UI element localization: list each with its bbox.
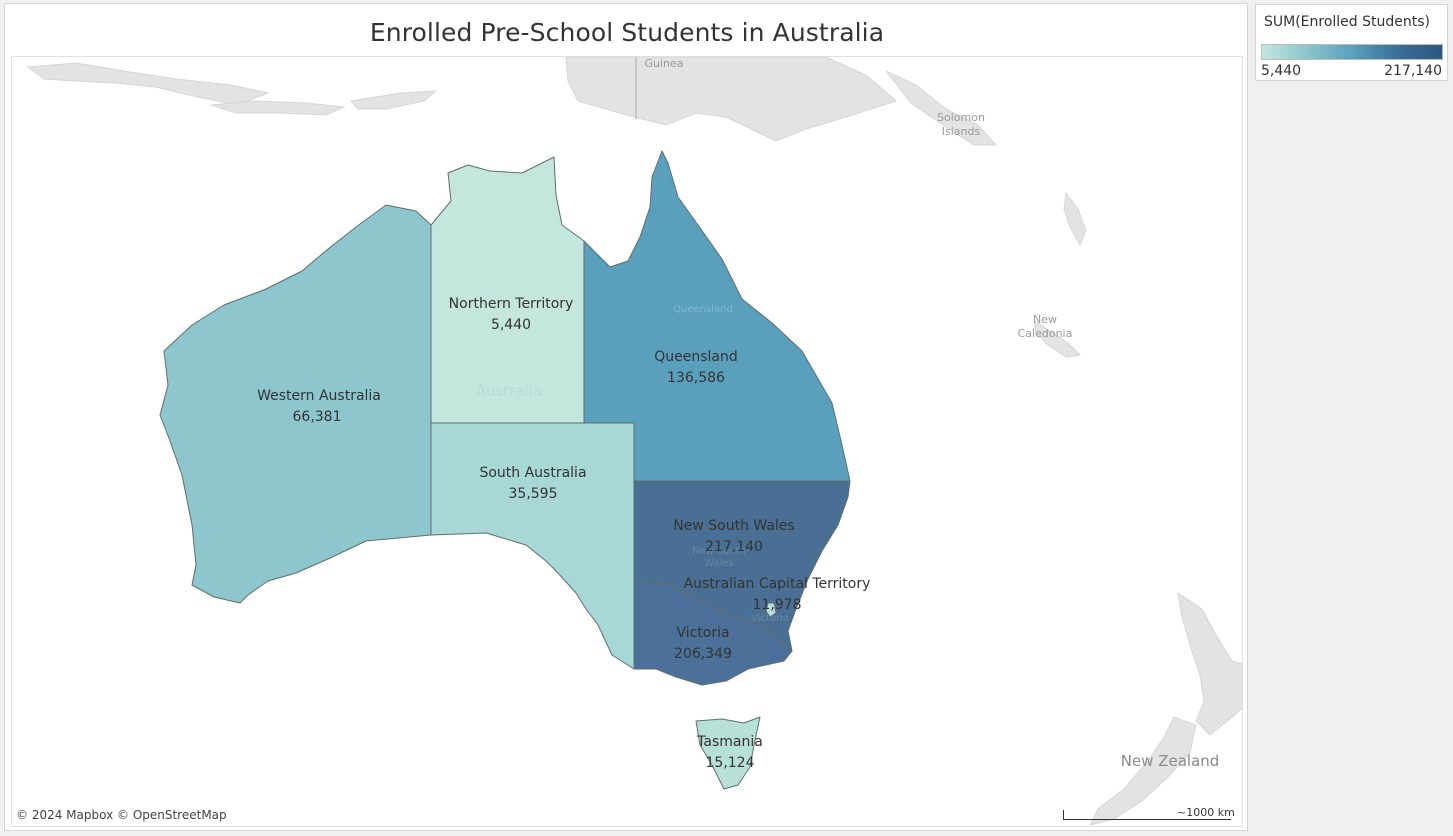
region-label-tasmania: Tasmania	[696, 734, 763, 750]
region-value-australian-capital-territory: 11,978	[753, 597, 802, 613]
region-value-south-australia: 35,595	[509, 486, 558, 502]
label-new-zealand: New Zealand	[1121, 752, 1220, 770]
label-queensland-faint: Queensland	[673, 304, 733, 315]
region-value-new-south-wales: 217,140	[705, 539, 763, 555]
map-attribution[interactable]: © 2024 Mapbox © OpenStreetMap	[16, 808, 227, 822]
label-victoria-faint: Victoria	[751, 613, 789, 624]
label-nsw-faint-2: Wales	[704, 558, 734, 569]
region-value-queensland: 136,586	[667, 370, 725, 386]
landmass-islands-west	[210, 100, 346, 116]
map-worksheet: Enrolled Pre-School Students in Australi…	[4, 3, 1248, 831]
landmass-solomon-islands	[885, 70, 998, 146]
legend-min-value: 5,440	[1261, 63, 1302, 79]
region-label-australian-capital-territory: Australian Capital Territory	[684, 576, 871, 592]
landmass-new-guinea	[565, 57, 897, 142]
region-label-queensland: Queensland	[654, 349, 738, 365]
landmass-timor	[350, 90, 438, 110]
landmass-new-zealand-north	[1177, 591, 1242, 736]
region-value-tasmania: 15,124	[706, 755, 755, 771]
label-nsw-faint-1: New South	[692, 546, 746, 557]
label-new-caledonia-1: New	[1033, 313, 1057, 326]
region-label-new-south-wales: New South Wales	[673, 518, 794, 534]
color-legend[interactable]: SUM(Enrolled Students) 5,440 217,140	[1255, 4, 1448, 81]
label-solomon-2: Islands	[942, 125, 981, 138]
label-solomon-1: Solomon	[937, 111, 985, 124]
region-label-northern-territory: Northern Territory	[449, 296, 574, 312]
label-new-caledonia-2: Caledonia	[1018, 327, 1073, 340]
region-label-south-australia: South Australia	[479, 465, 586, 481]
landmass-vanuatu	[1063, 191, 1087, 247]
label-australia: Australia	[476, 382, 542, 400]
page-title: Enrolled Pre-School Students in Australi…	[369, 18, 885, 47]
legend-color-ramp	[1261, 44, 1443, 60]
label-guinea: Guinea	[644, 57, 683, 70]
region-label-victoria: Victoria	[676, 625, 729, 641]
map-view[interactable]: Guinea Solomon Islands New Caledonia New…	[11, 56, 1243, 827]
landmass-indonesia	[26, 62, 270, 106]
landmass-new-zealand-south	[1089, 716, 1197, 826]
region-western-australia[interactable]	[159, 204, 432, 604]
region-value-northern-territory: 5,440	[491, 317, 531, 333]
region-label-western-australia: Western Australia	[257, 388, 381, 404]
region-australian-capital-territory[interactable]	[765, 602, 777, 618]
region-south-australia[interactable]	[430, 422, 635, 670]
region-value-western-australia: 66,381	[293, 409, 342, 425]
region-victoria[interactable]	[633, 580, 793, 686]
region-value-victoria: 206,349	[674, 646, 732, 662]
landmass-new-caledonia	[1033, 319, 1082, 358]
scale-label: ~1000 km	[1177, 806, 1235, 819]
legend-title: SUM(Enrolled Students)	[1264, 14, 1431, 30]
region-tasmania[interactable]	[695, 716, 761, 790]
scale-bar	[1063, 810, 1231, 820]
legend-max-value: 217,140	[1384, 63, 1442, 79]
